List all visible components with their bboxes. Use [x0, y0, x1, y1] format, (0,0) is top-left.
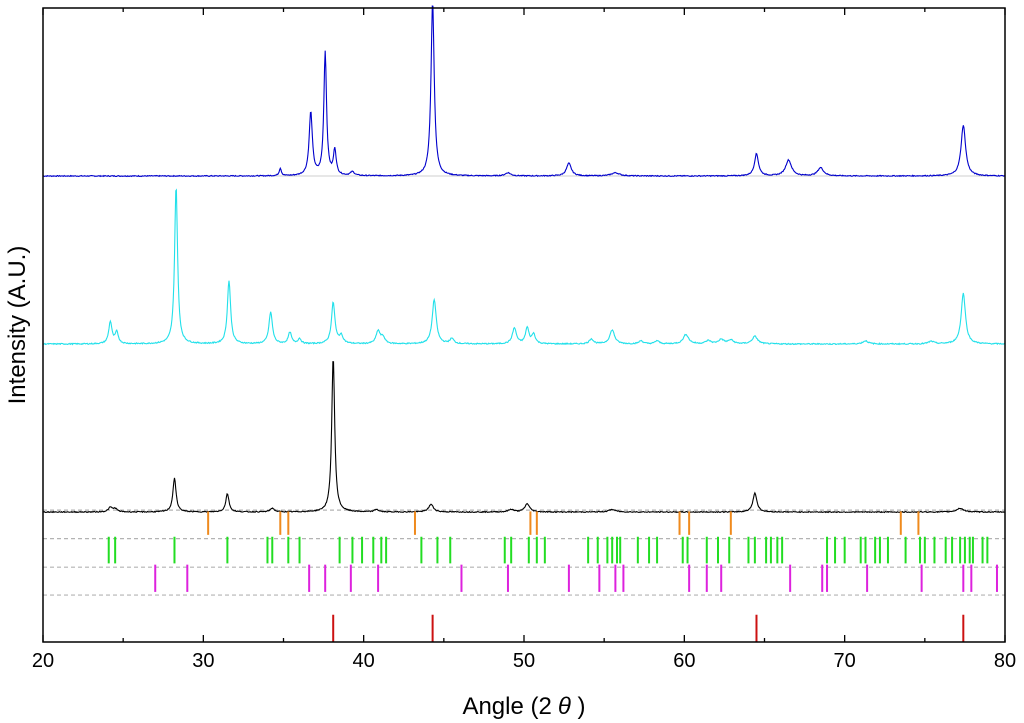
plot-area — [42, 5, 1006, 642]
x-tick-label-30: 30 — [192, 650, 214, 672]
x-axis-title-prefix: Angle (2 — [462, 693, 551, 720]
x-axis-title-suffix: ) — [571, 693, 586, 720]
x-tick-label-20: 20 — [32, 650, 54, 672]
x-tick-labels: 20 30 40 50 60 70 80 — [32, 650, 1016, 672]
y-axis-title: Intensity (A.U.) — [4, 246, 31, 405]
x-tick-label-40: 40 — [353, 650, 375, 672]
x-tick-label-50: 50 — [513, 650, 535, 672]
series-line-2 — [42, 361, 1006, 514]
x-tick-label-70: 70 — [834, 650, 856, 672]
series-line-0 — [42, 5, 1006, 178]
x-tick-label-60: 60 — [673, 650, 695, 672]
x-axis-title: Angle (2 θ ) — [462, 693, 585, 720]
x-tick-label-80: 80 — [994, 650, 1016, 672]
series-line-1 — [42, 188, 1006, 346]
x-axis-title-symbol: θ — [558, 693, 571, 720]
axis-ticks — [42, 8, 1006, 642]
